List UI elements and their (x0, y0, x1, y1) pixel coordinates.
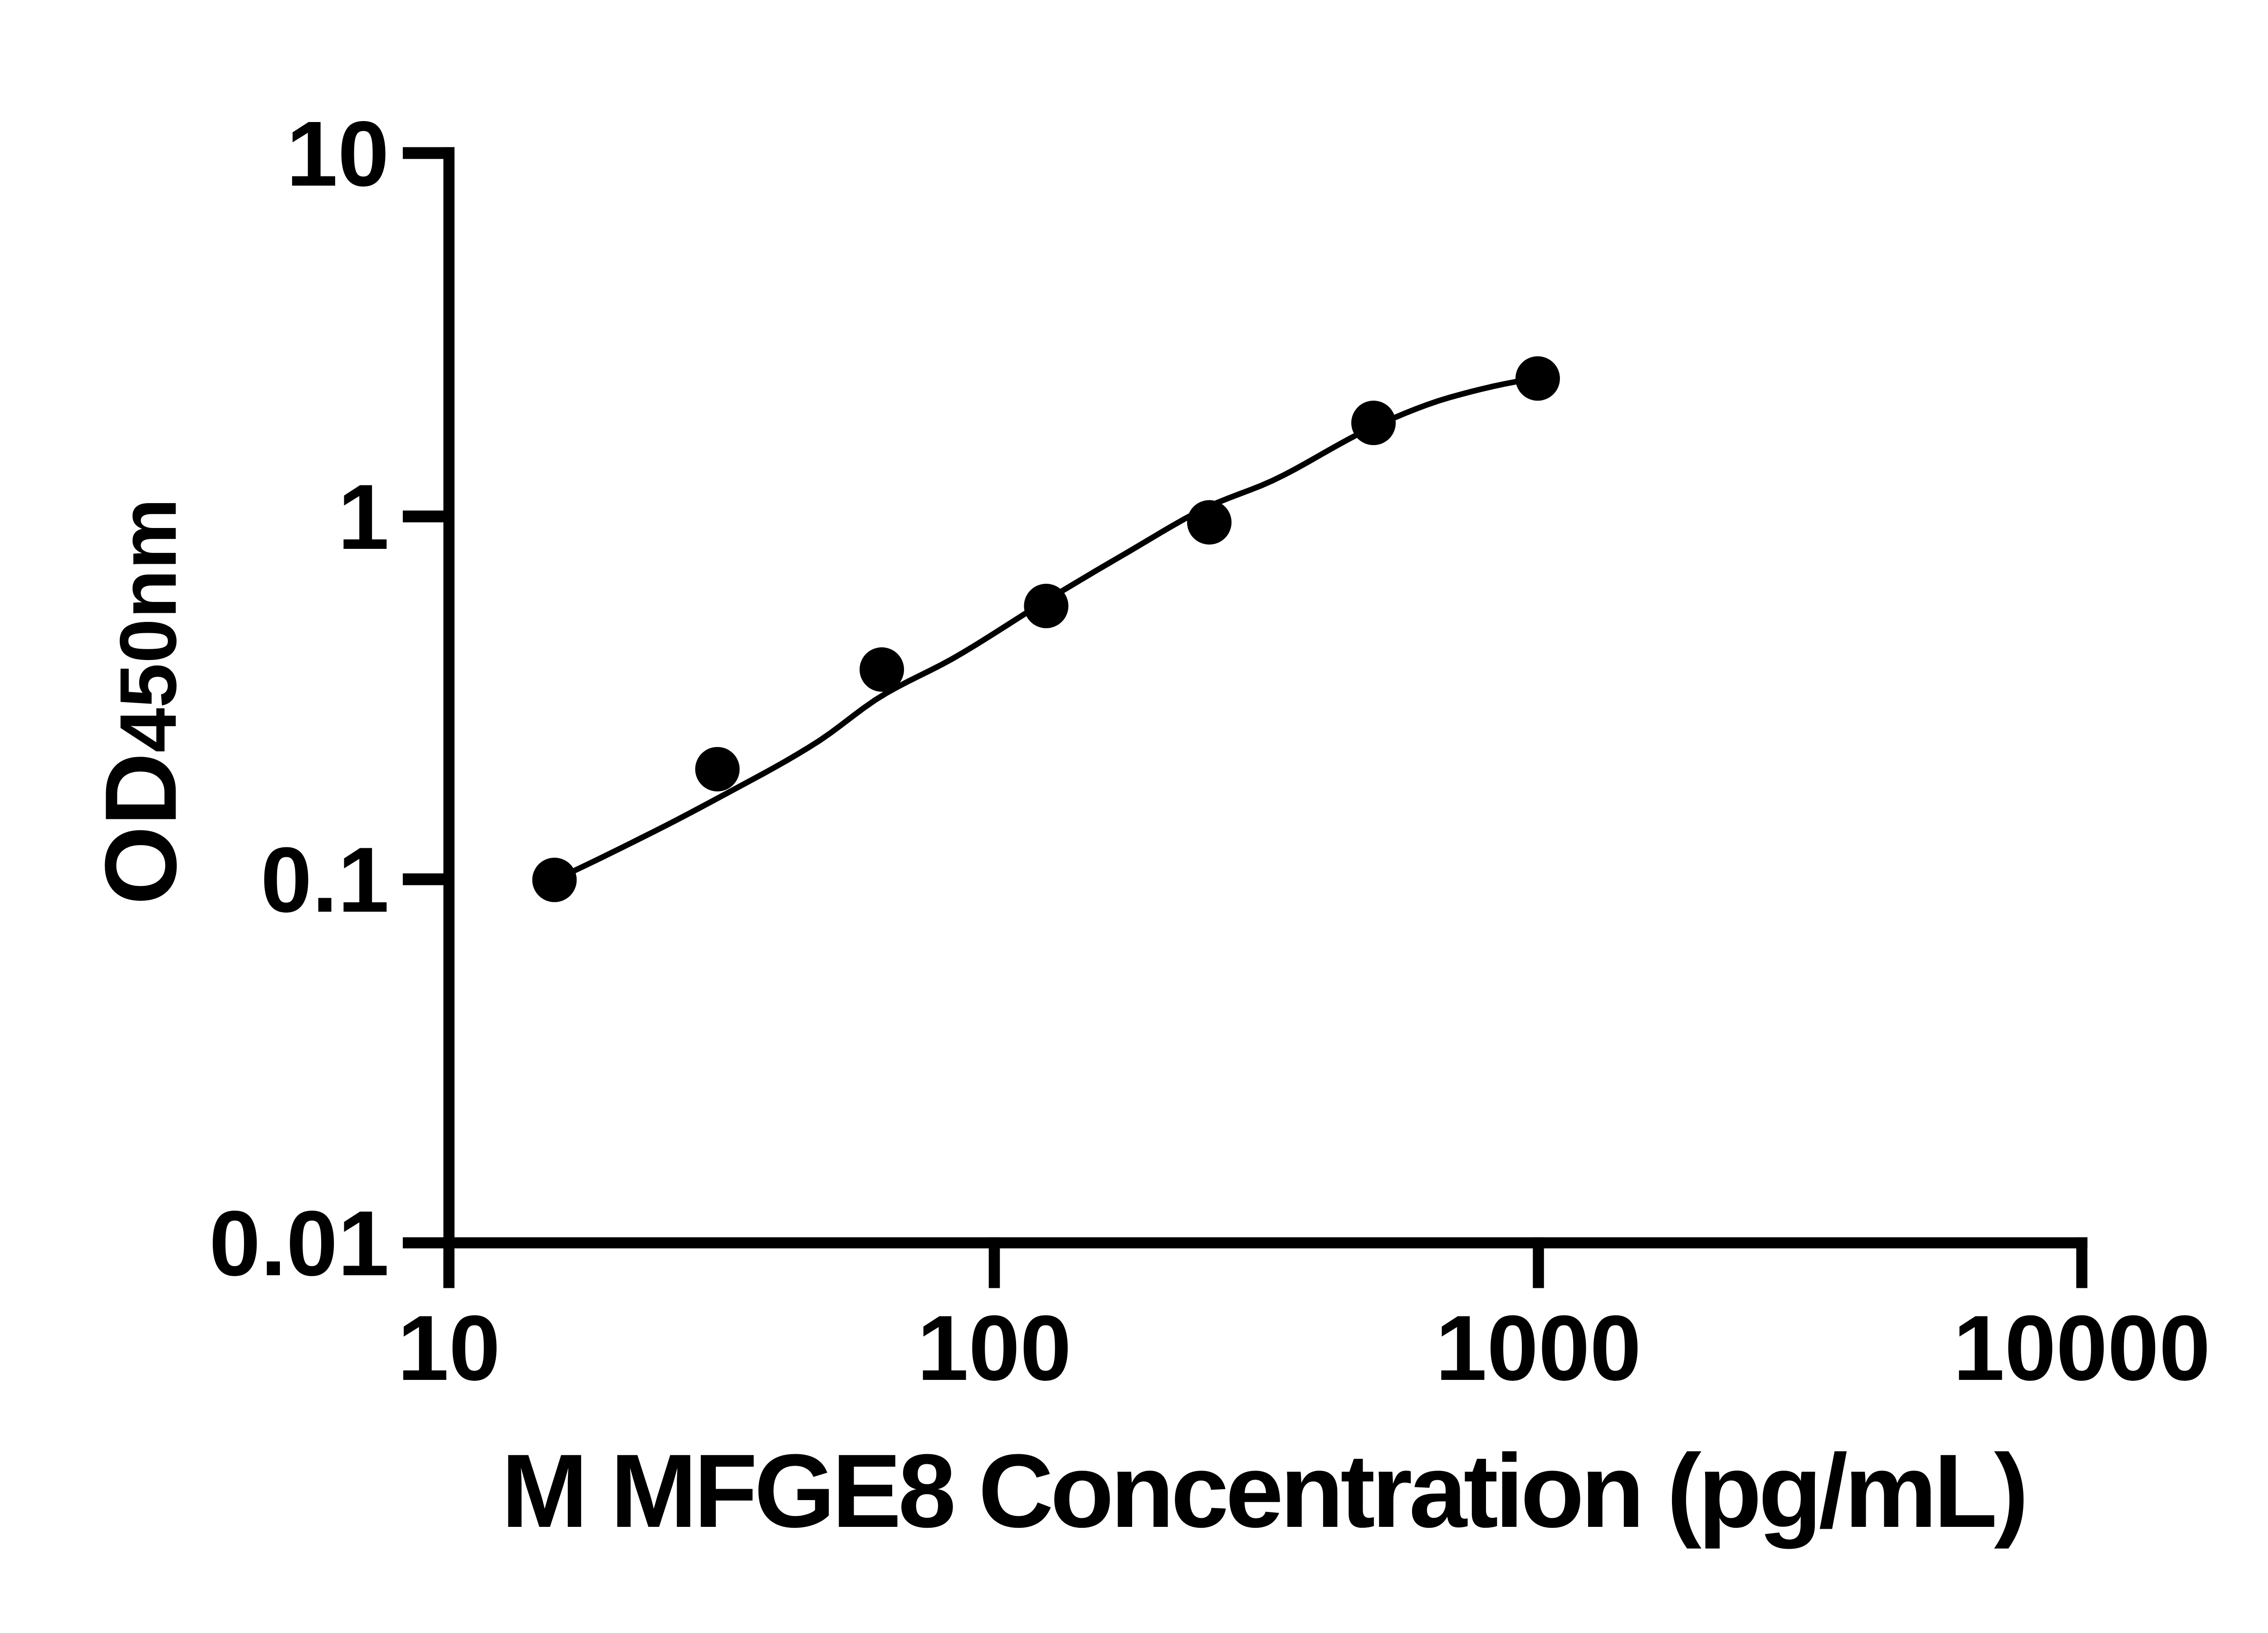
svg-text:1000: 1000 (1436, 1296, 1642, 1400)
svg-text:M MFGE8 Concentration (pg/mL): M MFGE8 Concentration (pg/mL) (501, 1433, 2025, 1549)
svg-text:100: 100 (917, 1296, 1071, 1400)
svg-text:1: 1 (338, 465, 389, 569)
svg-text:0.01: 0.01 (209, 1192, 389, 1295)
svg-text:OD450nm: OD450nm (84, 498, 198, 905)
svg-text:10000: 10000 (1953, 1296, 2210, 1400)
svg-text:10: 10 (397, 1296, 500, 1400)
svg-text:10: 10 (286, 102, 389, 205)
svg-text:0.1: 0.1 (260, 828, 389, 932)
